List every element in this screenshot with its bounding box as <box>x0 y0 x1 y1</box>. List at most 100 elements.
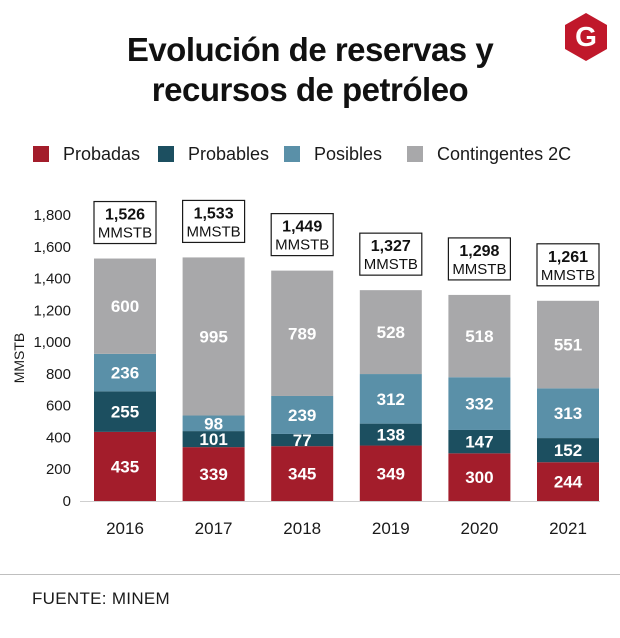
data-label: 528 <box>377 323 405 342</box>
source-note: FUENTE: MINEM <box>32 589 171 608</box>
y-tick-label: 1,000 <box>33 334 71 351</box>
bar-segment-contingentes-2c <box>271 270 334 396</box>
total-value: 1,533 <box>194 205 234 222</box>
bar-segment-probadas <box>448 453 511 501</box>
y-tick-label: 1,200 <box>33 302 71 319</box>
total-unit: MMSTB <box>541 267 595 284</box>
bar-segment-posibles <box>537 388 599 439</box>
bar-segment-posibles <box>94 353 156 392</box>
total-value: 1,261 <box>548 249 588 266</box>
bar-segment-probadas <box>94 431 156 501</box>
bar-segment-probables <box>448 429 511 454</box>
bar-segment-probables <box>271 433 334 447</box>
bar-segment-contingentes-2c <box>537 300 599 389</box>
data-label: 789 <box>288 324 316 343</box>
data-label: 312 <box>377 390 405 409</box>
data-label: 551 <box>554 336 582 355</box>
bar-segment-probadas <box>182 447 245 501</box>
total-value: 1,449 <box>282 219 322 236</box>
bar-segment-probables <box>94 391 156 432</box>
legend-item-probables: Probables <box>158 141 269 167</box>
data-label: 300 <box>465 468 493 487</box>
bar-segment-contingentes-2c <box>448 294 511 378</box>
total-box <box>93 200 157 245</box>
bar-segment-probadas <box>271 446 334 501</box>
legend-item-probadas: Probadas <box>33 141 140 167</box>
bar-segment-probadas <box>537 462 599 501</box>
x-tick-label: 2018 <box>283 519 321 538</box>
legend-swatch-probables <box>158 146 174 162</box>
total-value: 1,526 <box>105 207 145 224</box>
data-label: 600 <box>111 297 139 316</box>
bar-segment-posibles <box>359 374 422 424</box>
total-box <box>270 213 334 257</box>
total-unit: MMSTB <box>364 256 418 273</box>
data-label: 995 <box>199 327 227 346</box>
stacked-bar-chart: MMSTB 0 200 400 600 800 1,000 1,200 1,400 1,600 1,… <box>11 199 600 538</box>
total-unit: MMSTB <box>187 223 241 240</box>
bar-segment-probables <box>537 438 599 463</box>
x-tick-label: 2019 <box>372 519 410 538</box>
data-label: 518 <box>465 327 493 346</box>
legend: Probadas Probables Posibles Contingentes… <box>33 141 593 167</box>
x-tick-label: 2020 <box>460 519 498 538</box>
data-label: 138 <box>377 426 405 445</box>
data-label: 244 <box>554 473 583 492</box>
bar-segment-contingentes-2c <box>182 257 245 416</box>
y-tick-label: 600 <box>46 398 71 415</box>
data-label: 101 <box>199 430 227 449</box>
legend-swatch-contingentes <box>407 146 423 162</box>
y-tick-label: 1,800 <box>33 207 71 224</box>
logo-letter: G <box>575 21 597 52</box>
y-tick-label: 400 <box>46 429 71 446</box>
data-label: 152 <box>554 441 582 460</box>
data-label: 332 <box>465 395 493 414</box>
legend-item-posibles: Posibles <box>284 141 382 167</box>
x-tick-label: 2021 <box>549 519 587 538</box>
bar-segment-contingentes-2c <box>94 258 156 354</box>
data-label: 313 <box>554 404 582 423</box>
bar-segment-probadas <box>359 445 422 501</box>
x-tick-label: 2016 <box>106 519 144 538</box>
chart-title: Evolución de reservas y recursos de petr… <box>0 30 620 110</box>
legend-label-probadas: Probadas <box>63 143 141 164</box>
bar-segment-probables <box>182 431 245 448</box>
g-hexagon-logo-icon: G <box>565 13 607 61</box>
total-unit: MMSTB <box>98 225 152 242</box>
legend-label-contingentes: Contingentes 2C <box>437 143 572 164</box>
bar-segment-probables <box>359 423 422 446</box>
legend-label-probables: Probables <box>188 143 270 164</box>
footer-divider <box>0 574 620 575</box>
y-tick-label: 1,600 <box>33 239 71 256</box>
chart-title-line-1: Evolución de reservas y <box>126 31 494 68</box>
x-tick-label: 2017 <box>195 519 233 538</box>
bar-segment-posibles <box>448 377 511 430</box>
data-label: 77 <box>293 431 312 450</box>
y-tick-label: 1,400 <box>33 271 71 288</box>
data-label: 435 <box>111 457 139 476</box>
legend-item-contingentes: Contingentes 2C <box>407 141 571 167</box>
total-value: 1,298 <box>459 243 499 260</box>
data-label: 236 <box>111 364 139 383</box>
y-tick-label: 800 <box>46 366 71 383</box>
data-label: 239 <box>288 406 316 425</box>
data-label: 339 <box>199 465 227 484</box>
data-label: 147 <box>465 433 493 452</box>
y-tick-label: 200 <box>46 461 71 478</box>
data-label: 349 <box>377 464 405 483</box>
total-box <box>182 199 246 244</box>
data-label: 345 <box>288 465 316 484</box>
legend-label-posibles: Posibles <box>314 143 383 164</box>
total-unit: MMSTB <box>275 237 329 254</box>
total-box <box>536 243 600 287</box>
chart-title-line-2: recursos de petróleo <box>151 71 469 108</box>
y-tick-label: 0 <box>63 493 71 510</box>
total-value: 1,327 <box>371 238 411 255</box>
bar-segment-contingentes-2c <box>359 290 422 375</box>
data-label: 98 <box>204 414 223 433</box>
legend-swatch-probadas <box>33 146 49 162</box>
bar-segment-posibles <box>182 415 245 432</box>
total-box <box>447 237 511 281</box>
total-unit: MMSTB <box>452 261 506 278</box>
legend-swatch-posibles <box>284 146 300 162</box>
